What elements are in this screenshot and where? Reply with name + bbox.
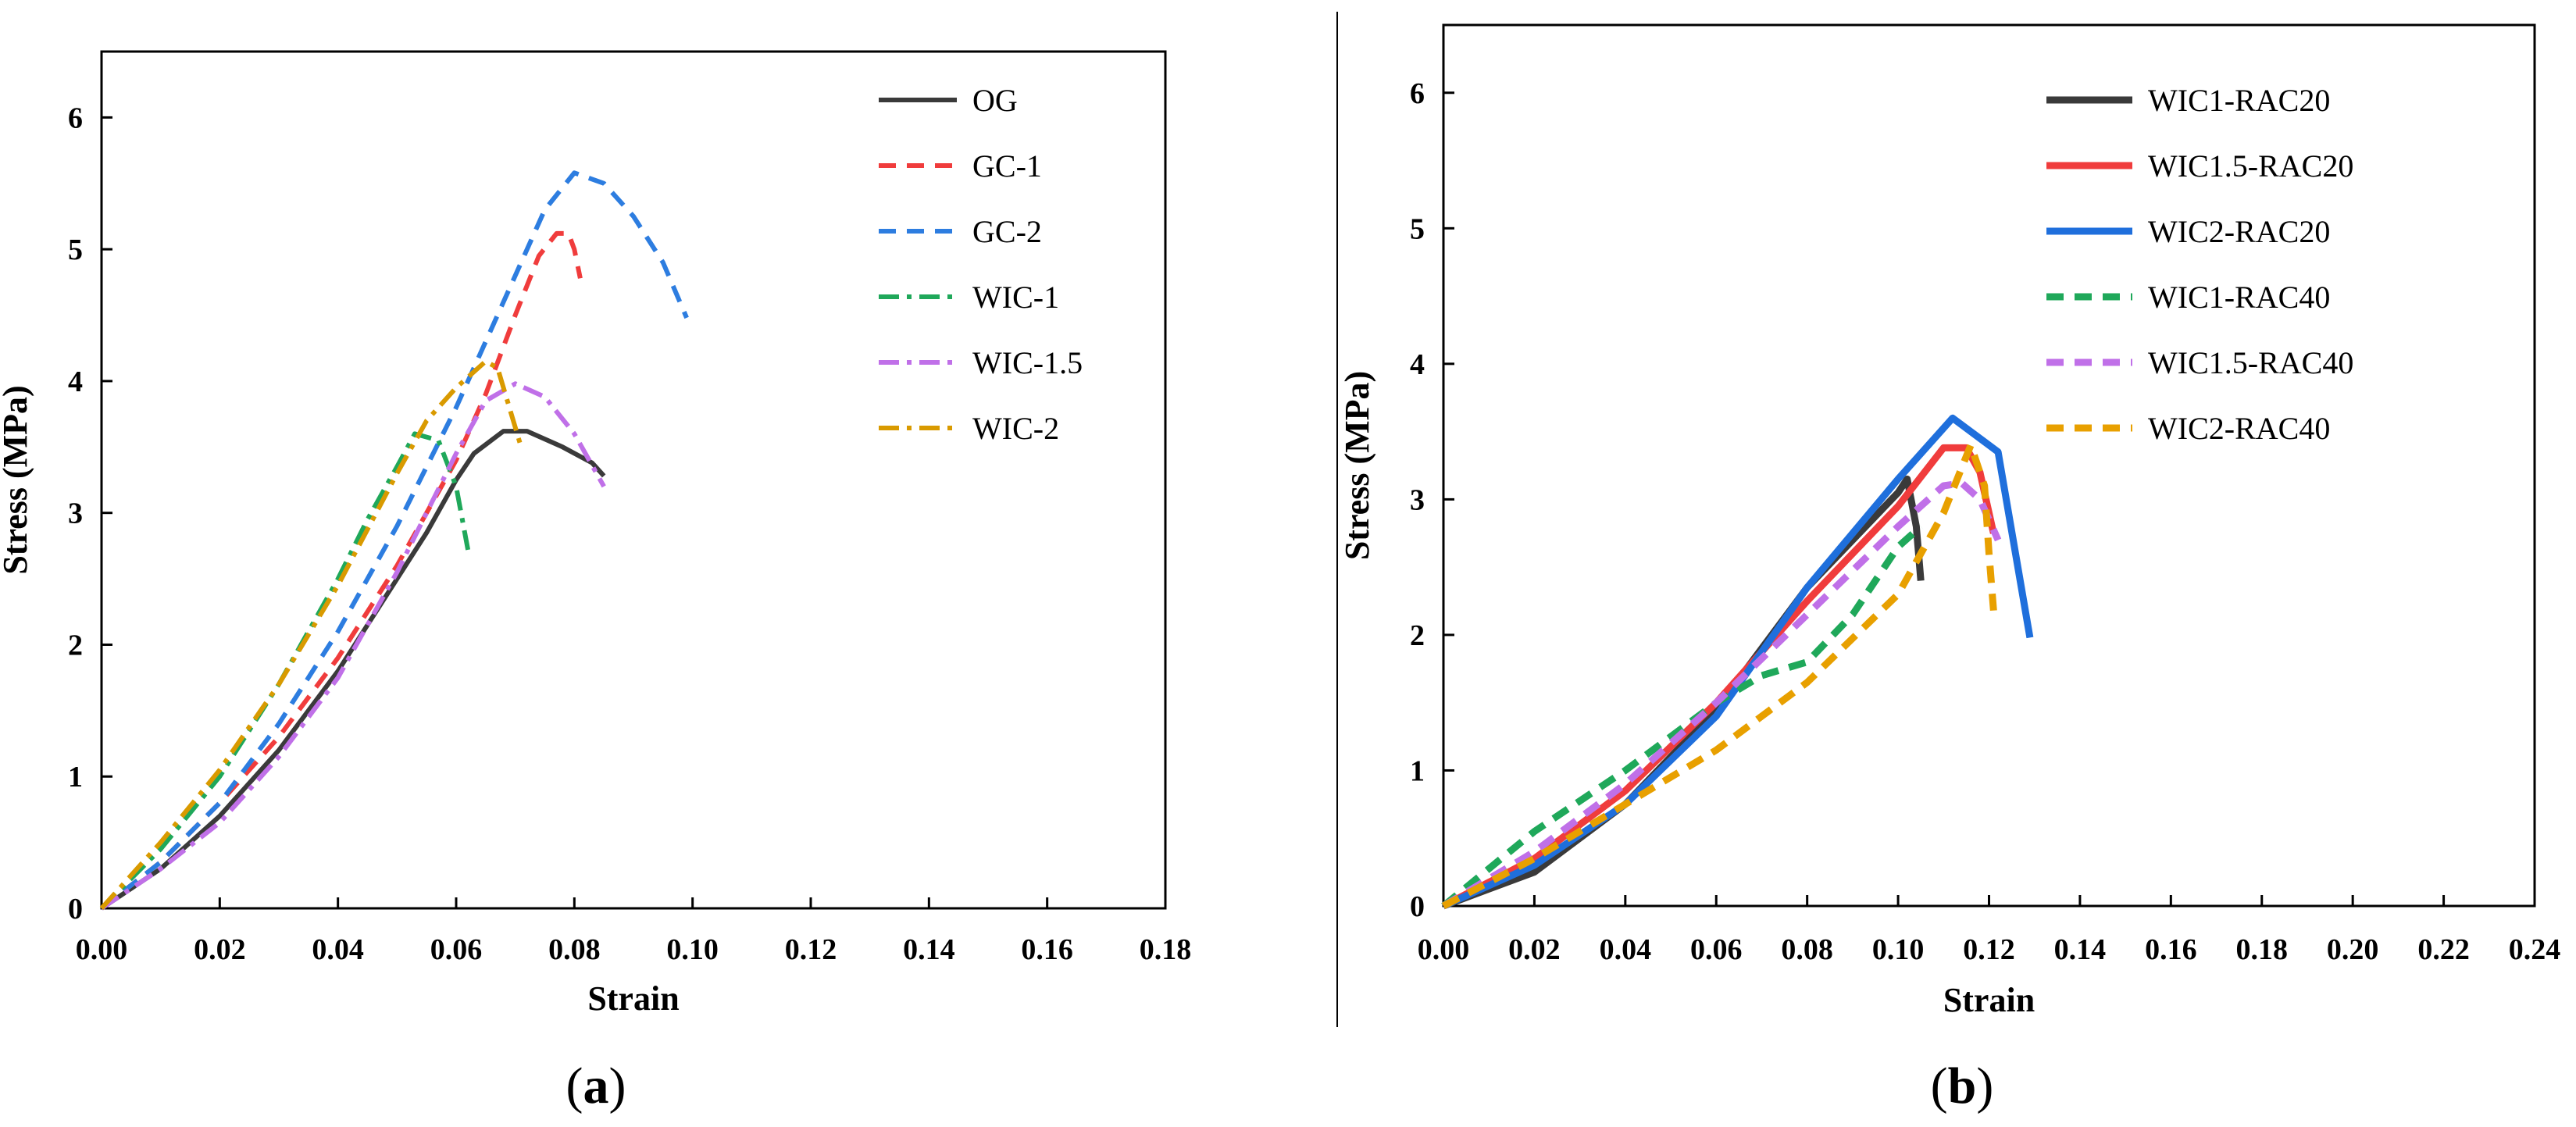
- series-line-1: [1442, 475, 1925, 910]
- x-tick-label: 0.08: [548, 933, 601, 966]
- x-tick-label: 0.18: [2236, 933, 2289, 966]
- y-axis-title: Stress (MPa): [1338, 371, 1376, 560]
- legend-label-1: WIC1-RAC20: [2148, 83, 2330, 118]
- series-line-3: [100, 170, 689, 911]
- y-tick-label: 4: [68, 366, 83, 398]
- x-tick-label: 0.00: [76, 933, 128, 966]
- svg-text:(b): (b): [1931, 1057, 1994, 1115]
- x-tick-label: 0.10: [1872, 933, 1925, 966]
- legend-label-3: WIC2-RAC20: [2148, 214, 2330, 249]
- x-tick-label: 0.06: [1690, 933, 1743, 966]
- x-tick-label: 0.14: [903, 933, 955, 966]
- x-tick-label: 0.02: [194, 933, 246, 966]
- y-tick-label: 1: [68, 761, 83, 794]
- series-line-4: [99, 431, 471, 911]
- y-tick-label: 1: [1410, 754, 1425, 787]
- plot-frame: [100, 50, 1167, 910]
- series-line-6: [99, 358, 524, 911]
- y-tick-label: 5: [68, 234, 83, 266]
- x-tick-label: 0.20: [2327, 933, 2379, 966]
- legend-label-1: OG: [972, 83, 1018, 118]
- x-tick-label: 0.16: [1021, 933, 1073, 966]
- y-tick-label: 2: [1410, 619, 1425, 652]
- plot-frame: [1442, 23, 2536, 908]
- y-tick-label: 0: [68, 893, 83, 925]
- caption-b: (b): [1931, 1057, 1994, 1115]
- legend-label-5: WIC-1.5: [972, 345, 1083, 380]
- series-line-6: [1441, 441, 1997, 909]
- series-line-3: [1442, 414, 2034, 910]
- x-tick-label: 0.04: [312, 933, 364, 966]
- legend-label-6: WIC-2: [972, 411, 1059, 446]
- y-tick-label: 4: [1410, 348, 1425, 381]
- y-tick-label: 3: [68, 498, 83, 530]
- y-tick-label: 5: [1410, 212, 1425, 245]
- x-tick-label: 0.10: [666, 933, 719, 966]
- x-tick-label: 0.16: [2145, 933, 2197, 966]
- legend-label-4: WIC-1: [972, 280, 1059, 315]
- x-tick-label: 0.12: [1963, 933, 2015, 966]
- x-tick-label: 0.00: [1418, 933, 1470, 966]
- y-tick-label: 3: [1410, 483, 1425, 516]
- y-tick-label: 6: [68, 102, 83, 134]
- series-line-5: [100, 381, 606, 911]
- y-axis-title: Stress (MPa): [0, 385, 34, 574]
- legend-label-2: WIC1.5-RAC20: [2148, 148, 2353, 184]
- y-tick-label: 2: [68, 629, 83, 662]
- caption-b-letter: b: [1948, 1057, 1977, 1115]
- x-tick-label: 0.06: [430, 933, 483, 966]
- x-tick-label: 0.18: [1140, 933, 1192, 966]
- x-tick-label: 0.08: [1781, 933, 1833, 966]
- x-tick-label: 0.24: [2509, 933, 2561, 966]
- panel-b: 0.00 0.02 0.04 0.06 0.08 0.10 0.12 0.14 0.16 0.18…: [1338, 23, 2561, 1019]
- series-line-4: [1441, 523, 1924, 909]
- x-tick-label: 0.22: [2417, 933, 2470, 966]
- legend-label-2: GC-1: [972, 148, 1042, 184]
- panel-a: 0.00 0.02 0.04 0.06 0.08 0.10 0.12 0.14 0.16 0.18…: [0, 50, 1192, 1018]
- legend-label-4: WIC1-RAC40: [2148, 280, 2330, 315]
- series-line-5: [1441, 480, 2002, 909]
- y-tick-label: 6: [1410, 77, 1425, 110]
- caption-a: (a): [566, 1057, 626, 1115]
- series-line-1: [100, 429, 606, 911]
- y-tick-label: 0: [1410, 890, 1425, 923]
- legend-label-6: WIC2-RAC40: [2148, 411, 2330, 446]
- x-tick-label: 0.14: [2054, 933, 2107, 966]
- x-axis-title: Strain: [1943, 981, 2035, 1019]
- svg-text:(a): (a): [566, 1057, 626, 1115]
- legend-label-3: GC-2: [972, 214, 1042, 249]
- x-axis-title: Strain: [587, 979, 679, 1018]
- legend-label-5: WIC1.5-RAC40: [2148, 345, 2353, 380]
- x-tick-label: 0.02: [1508, 933, 1561, 966]
- caption-a-letter: a: [583, 1057, 609, 1115]
- x-tick-label: 0.04: [1600, 933, 1652, 966]
- x-tick-label: 0.12: [785, 933, 837, 966]
